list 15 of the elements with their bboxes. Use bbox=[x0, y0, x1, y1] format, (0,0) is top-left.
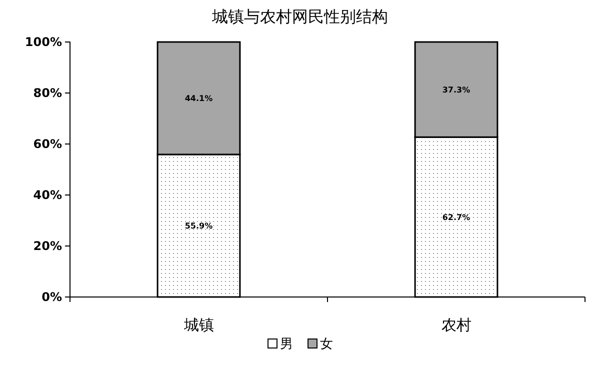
y-tick-label: 0% bbox=[42, 290, 62, 304]
y-tick-label: 20% bbox=[33, 238, 62, 253]
chart-title: 城镇与农村网民性别结构 bbox=[211, 7, 388, 26]
data-label: 55.9% bbox=[184, 222, 213, 231]
legend-label: 女 bbox=[320, 337, 333, 352]
y-tick-label: 60% bbox=[33, 136, 62, 151]
y-tick-label: 80% bbox=[33, 86, 62, 100]
data-label: 37.3% bbox=[442, 86, 470, 95]
x-tick-label: 城镇 bbox=[182, 316, 214, 334]
data-label: 44.1% bbox=[184, 94, 213, 104]
legend-label: 男 bbox=[280, 337, 293, 352]
x-tick-label: 农村 bbox=[441, 316, 472, 334]
y-tick-label: 40% bbox=[33, 188, 62, 202]
data-label: 62.7% bbox=[442, 213, 470, 222]
y-tick-label: 100% bbox=[24, 34, 62, 49]
